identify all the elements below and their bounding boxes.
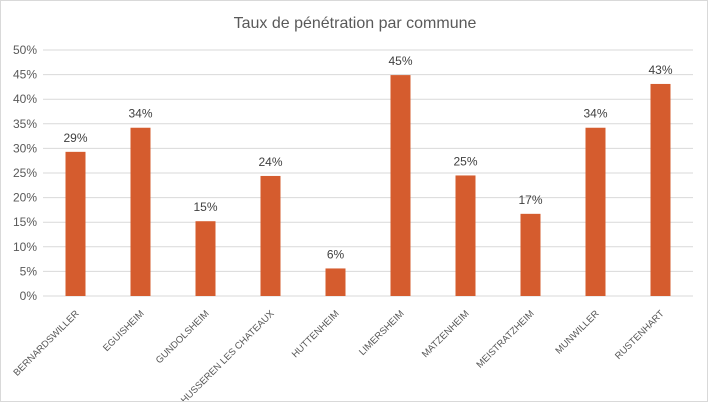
bar (650, 83, 671, 296)
data-label: 15% (193, 200, 217, 214)
x-tick-label: BERNARDSWILLER (11, 308, 81, 378)
x-axis-categories: BERNARDSWILLER EGUISHEIM GUNDOLSHEIMHUSSER… (11, 308, 666, 401)
data-label: 25% (453, 154, 477, 168)
y-tick-label: 15% (13, 215, 37, 229)
bar (455, 175, 476, 296)
data-labels: 29% 34% 15% 24% 6% 45% 25% 17% 34% 43% (63, 54, 672, 261)
bar (585, 127, 606, 297)
bar (520, 213, 541, 296)
y-tick-label: 20% (13, 191, 37, 205)
y-tick-label: 35% (13, 117, 37, 131)
y-tick-label: 30% (13, 141, 37, 155)
bar (65, 151, 86, 296)
bar (195, 221, 216, 296)
bar (390, 75, 411, 296)
y-tick-label: 10% (13, 240, 37, 254)
data-label: 43% (648, 63, 672, 77)
x-tick-label: MEISTRATZHEIM (474, 308, 536, 370)
bars (65, 75, 671, 297)
y-tick-label: 25% (13, 166, 37, 180)
data-label: 17% (518, 193, 542, 207)
chart-title: Taux de pénétration par commune (234, 15, 477, 32)
bar (325, 268, 346, 296)
data-label: 6% (327, 247, 345, 261)
data-label: 34% (128, 107, 152, 121)
x-tick-label: MUNWILLER (554, 308, 602, 356)
bar (130, 127, 151, 297)
y-tick-label: 50% (13, 43, 37, 57)
x-tick-label: HUTTENHEIM (290, 308, 342, 360)
data-label: 45% (388, 54, 412, 68)
bar (260, 175, 281, 296)
y-tick-label: 0% (20, 289, 38, 303)
y-tick-label: 45% (13, 68, 37, 82)
x-tick-label: EGUISHEIM (101, 308, 147, 354)
y-axis-ticks: 0% 5% 10% 15% 20% 25% 30% 35% 40% 45% 50% (13, 43, 37, 303)
x-tick-label: MATZENHEIM (420, 308, 472, 360)
x-tick-label: LIMERSHEIM (357, 308, 407, 358)
y-tick-label: 5% (20, 264, 38, 278)
x-tick-label: RUSTENHART (613, 308, 667, 362)
data-label: 24% (258, 155, 282, 169)
x-tick-label: GUNDOLSHEIM (154, 308, 212, 366)
gridlines (43, 49, 693, 297)
data-label: 34% (583, 107, 607, 121)
data-label: 29% (63, 131, 87, 145)
y-tick-label: 40% (13, 92, 37, 106)
